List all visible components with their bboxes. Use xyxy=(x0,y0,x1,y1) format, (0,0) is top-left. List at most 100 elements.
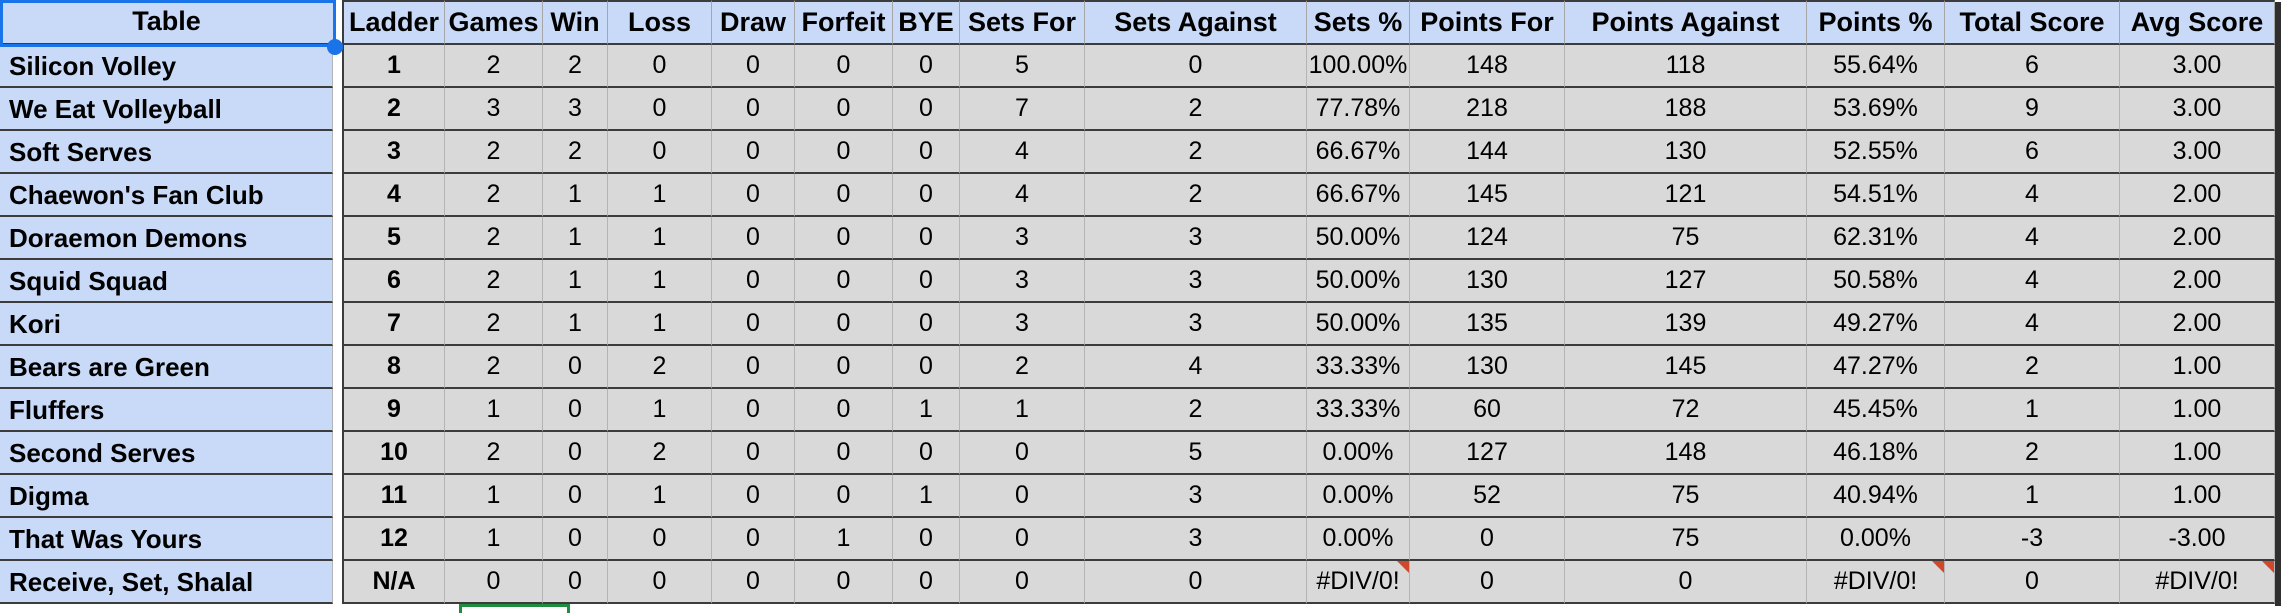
team-name-cell[interactable]: Doraemon Demons xyxy=(0,217,333,260)
data-cell[interactable]: 75 xyxy=(1565,518,1807,561)
column-header-forfeit[interactable]: Forfeit xyxy=(795,0,893,45)
data-cell[interactable]: 0 xyxy=(712,88,795,131)
data-cell[interactable]: 0 xyxy=(1410,561,1565,604)
data-cell[interactable]: 0 xyxy=(712,174,795,217)
data-cell[interactable]: 2 xyxy=(543,45,608,88)
data-cell[interactable]: 1 xyxy=(1945,389,2120,432)
data-cell[interactable]: 0 xyxy=(543,561,608,604)
selection-handle[interactable] xyxy=(327,39,343,55)
data-cell[interactable]: 0 xyxy=(712,45,795,88)
data-cell[interactable]: 1 xyxy=(543,260,608,303)
team-name-cell[interactable]: That Was Yours xyxy=(0,518,333,561)
data-cell[interactable]: 52 xyxy=(1410,475,1565,518)
column-header-total-score[interactable]: Total Score xyxy=(1945,0,2120,45)
column-header-games[interactable]: Games xyxy=(445,0,543,45)
data-cell[interactable]: 9 xyxy=(1945,88,2120,131)
team-name-cell[interactable]: Squid Squad xyxy=(0,260,333,303)
data-cell[interactable]: 0 xyxy=(795,174,893,217)
ladder-cell[interactable]: 4 xyxy=(342,174,445,217)
data-cell[interactable]: 1 xyxy=(445,475,543,518)
data-cell[interactable]: 0 xyxy=(608,45,712,88)
data-cell[interactable]: 0 xyxy=(1565,561,1807,604)
data-cell[interactable]: 127 xyxy=(1565,260,1807,303)
data-cell[interactable]: 0 xyxy=(960,561,1085,604)
data-cell[interactable]: 0 xyxy=(543,346,608,389)
column-header-ladder[interactable]: Ladder xyxy=(342,0,445,45)
ladder-cell[interactable]: 9 xyxy=(342,389,445,432)
data-cell[interactable]: 0 xyxy=(712,260,795,303)
team-name-cell[interactable]: Kori xyxy=(0,303,333,346)
data-cell[interactable]: 0 xyxy=(893,88,960,131)
data-cell[interactable]: 46.18% xyxy=(1807,432,1945,475)
data-cell[interactable]: 1 xyxy=(893,389,960,432)
data-cell[interactable]: 50.00% xyxy=(1307,260,1410,303)
data-cell[interactable]: #DIV/0! xyxy=(2120,561,2275,604)
data-cell[interactable]: 33.33% xyxy=(1307,346,1410,389)
data-cell[interactable]: 0 xyxy=(795,217,893,260)
data-cell[interactable]: 118 xyxy=(1565,45,1807,88)
data-cell[interactable]: 0 xyxy=(1085,45,1307,88)
data-cell[interactable]: 54.51% xyxy=(1807,174,1945,217)
data-cell[interactable]: 3 xyxy=(960,303,1085,346)
data-cell[interactable]: 50.00% xyxy=(1307,303,1410,346)
data-cell[interactable]: 0 xyxy=(893,174,960,217)
data-cell[interactable]: 0 xyxy=(1085,561,1307,604)
data-cell[interactable]: 1 xyxy=(445,389,543,432)
ladder-cell[interactable]: 12 xyxy=(342,518,445,561)
data-cell[interactable]: 2.00 xyxy=(2120,217,2275,260)
data-cell[interactable]: 2 xyxy=(1945,432,2120,475)
data-cell[interactable]: 4 xyxy=(1085,346,1307,389)
data-cell[interactable]: 0 xyxy=(893,131,960,174)
data-cell[interactable]: 40.94% xyxy=(1807,475,1945,518)
data-cell[interactable]: 33.33% xyxy=(1307,389,1410,432)
data-cell[interactable]: 62.31% xyxy=(1807,217,1945,260)
data-cell[interactable]: 1 xyxy=(960,389,1085,432)
team-name-cell[interactable]: Bears are Green xyxy=(0,346,333,389)
data-cell[interactable]: 0 xyxy=(893,217,960,260)
data-cell[interactable]: 0.00% xyxy=(1307,475,1410,518)
column-header-draw[interactable]: Draw xyxy=(712,0,795,45)
ladder-cell[interactable]: 5 xyxy=(342,217,445,260)
data-cell[interactable]: 1.00 xyxy=(2120,432,2275,475)
ladder-cell[interactable]: 8 xyxy=(342,346,445,389)
column-header-avg-score[interactable]: Avg Score xyxy=(2120,0,2275,45)
data-cell[interactable]: 0 xyxy=(712,518,795,561)
data-cell[interactable]: 2 xyxy=(1085,389,1307,432)
data-cell[interactable]: 2 xyxy=(445,432,543,475)
data-cell[interactable]: 2 xyxy=(608,432,712,475)
data-cell[interactable]: 139 xyxy=(1565,303,1807,346)
data-cell[interactable]: 2 xyxy=(445,131,543,174)
data-cell[interactable]: 0 xyxy=(795,260,893,303)
data-cell[interactable]: 50.58% xyxy=(1807,260,1945,303)
data-cell[interactable]: 5 xyxy=(1085,432,1307,475)
data-cell[interactable]: 130 xyxy=(1410,346,1565,389)
data-cell[interactable]: 2.00 xyxy=(2120,260,2275,303)
ladder-cell[interactable]: 3 xyxy=(342,131,445,174)
data-cell[interactable]: #DIV/0! xyxy=(1807,561,1945,604)
data-cell[interactable]: 47.27% xyxy=(1807,346,1945,389)
team-name-cell[interactable]: We Eat Volleyball xyxy=(0,88,333,131)
column-header-points-against[interactable]: Points Against xyxy=(1565,0,1807,45)
column-header-loss[interactable]: Loss xyxy=(608,0,712,45)
data-cell[interactable]: 121 xyxy=(1565,174,1807,217)
data-cell[interactable]: -3.00 xyxy=(2120,518,2275,561)
data-cell[interactable]: 4 xyxy=(960,174,1085,217)
data-cell[interactable]: 1 xyxy=(608,174,712,217)
column-header-points-for[interactable]: Points For xyxy=(1410,0,1565,45)
data-cell[interactable]: 0.00% xyxy=(1807,518,1945,561)
data-cell[interactable]: 3.00 xyxy=(2120,88,2275,131)
data-cell[interactable]: 1 xyxy=(445,518,543,561)
data-cell[interactable]: 0 xyxy=(795,346,893,389)
data-cell[interactable]: 1 xyxy=(1945,475,2120,518)
data-cell[interactable]: 2.00 xyxy=(2120,303,2275,346)
team-name-cell[interactable]: Receive, Set, Shalal xyxy=(0,561,333,604)
data-cell[interactable]: 0 xyxy=(893,45,960,88)
data-cell[interactable]: 1 xyxy=(608,303,712,346)
data-cell[interactable]: 1 xyxy=(543,174,608,217)
data-cell[interactable]: 0 xyxy=(893,346,960,389)
data-cell[interactable]: 0 xyxy=(608,131,712,174)
data-cell[interactable]: 0.00% xyxy=(1307,518,1410,561)
data-cell[interactable]: 1 xyxy=(608,475,712,518)
data-cell[interactable]: 0 xyxy=(960,432,1085,475)
data-cell[interactable]: 2 xyxy=(445,45,543,88)
